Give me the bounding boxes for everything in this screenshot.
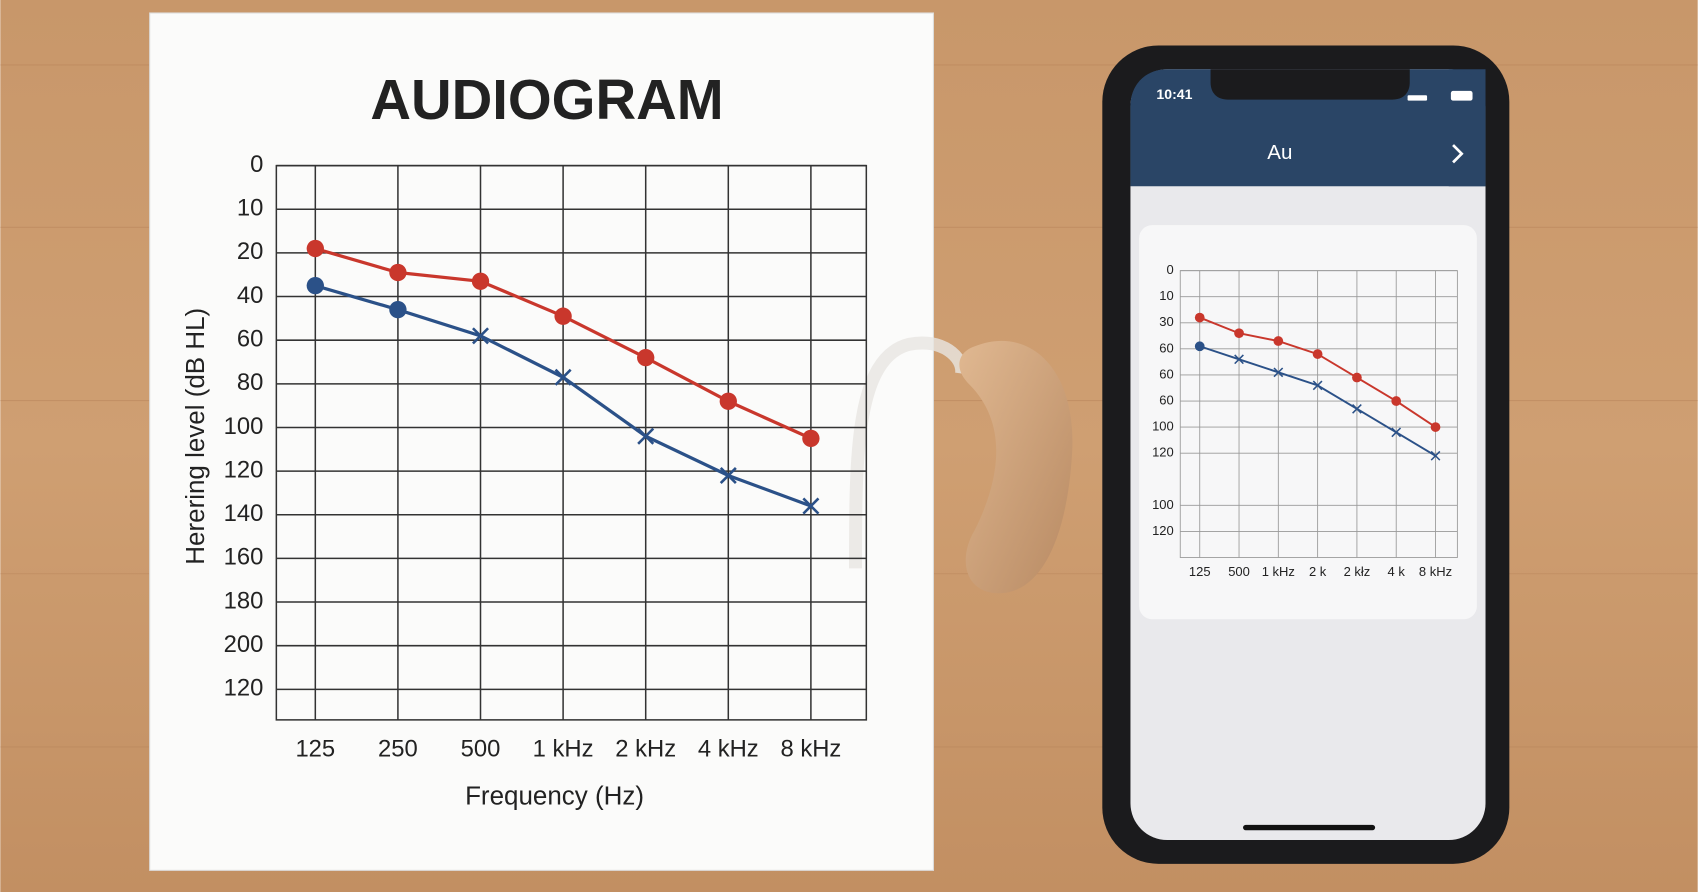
x-tick-label: 2 kłz: [1344, 564, 1371, 579]
y-tick-label: 100: [1152, 419, 1174, 434]
notch: [1210, 69, 1410, 100]
point-cross: [1312, 380, 1323, 391]
y-tick-label: 30: [1159, 314, 1173, 329]
x-tick-label: 125: [1189, 564, 1211, 579]
x-tick-label: 2 kHz: [615, 735, 676, 762]
point-circle: [554, 307, 572, 325]
point-circle: [306, 276, 324, 295]
y-tick-label: 60: [1159, 340, 1173, 355]
chart-card: [1139, 225, 1477, 620]
y-tick-label: 100: [224, 413, 264, 440]
point-circle: [1234, 328, 1244, 339]
point-circle: [389, 263, 407, 282]
y-tick-label: 200: [224, 631, 264, 658]
y-tick-label: 0: [1167, 262, 1174, 277]
x-tick-label: 500: [461, 735, 501, 762]
point-cross: [554, 368, 572, 386]
point-cross: [1273, 367, 1284, 378]
paper: [149, 12, 934, 871]
point-circle: [1194, 341, 1205, 352]
app-title: Au: [1267, 141, 1292, 164]
y-tick-label: 60: [237, 325, 263, 352]
y-tick-label: 80: [237, 369, 263, 396]
x-tick-label: 4 k: [1388, 564, 1406, 579]
point-circle: [1312, 349, 1323, 359]
y-tick-label: 140: [224, 500, 264, 527]
y-tick-label: 120: [1152, 523, 1174, 538]
y-tick-label: 120: [224, 456, 264, 483]
home-indicator: [1243, 824, 1376, 831]
hearing-aid: [849, 336, 1073, 594]
y-tick-label: 160: [224, 544, 264, 571]
point-circle: [1430, 422, 1441, 432]
x-axis-label: Frequency (Hz): [465, 781, 644, 811]
point-circle: [637, 348, 655, 367]
x-tick-label: 1 kHz: [533, 735, 594, 762]
point-circle: [306, 239, 324, 258]
point-circle: [719, 392, 737, 410]
point-circle: [1273, 336, 1284, 346]
point-cross: [1430, 450, 1441, 461]
point-cross: [637, 427, 655, 445]
y-tick-label: 100: [1152, 497, 1174, 512]
x-tick-label: 8 kHz: [780, 735, 841, 762]
point-circle: [1352, 372, 1362, 383]
y-tick-label: 60: [1159, 392, 1173, 407]
y-tick-label: 40: [237, 282, 263, 309]
y-tick-label: 20: [237, 238, 263, 265]
point-cross: [1234, 354, 1244, 365]
point-circle: [802, 429, 820, 448]
chart-title: AUDIOGRAM: [370, 68, 723, 131]
point-circle: [389, 300, 407, 319]
point-cross: [719, 466, 737, 484]
x-tick-label: 4 kHz: [698, 735, 759, 762]
status-icons: [1407, 90, 1473, 101]
point-circle: [471, 272, 490, 290]
next-button[interactable]: [1452, 144, 1464, 164]
point-circle: [1391, 396, 1402, 406]
y-tick-label: 10: [237, 195, 263, 222]
y-tick-label: 0: [250, 151, 263, 178]
point-cross: [1352, 403, 1362, 414]
y-axis-label: Herering level (dB HL): [180, 308, 210, 565]
x-tick-label: 1 kHz: [1262, 564, 1295, 579]
point-cross: [802, 497, 820, 515]
y-tick-label: 120: [1152, 445, 1174, 460]
point-cross: [472, 327, 490, 345]
status-time: 10:41: [1156, 86, 1192, 102]
y-tick-label: 60: [1159, 366, 1173, 381]
x-tick-label: 500: [1228, 564, 1250, 579]
point-circle: [1194, 312, 1205, 323]
x-tick-label: 250: [378, 735, 418, 762]
y-tick-label: 120: [224, 675, 264, 702]
x-tick-label: 2 k: [1309, 564, 1327, 579]
x-tick-label: 125: [295, 735, 335, 762]
y-tick-label: 180: [224, 587, 264, 614]
y-tick-label: 10: [1159, 288, 1173, 303]
point-cross: [1391, 427, 1402, 438]
x-tick-label: 8 kHz: [1419, 564, 1452, 579]
